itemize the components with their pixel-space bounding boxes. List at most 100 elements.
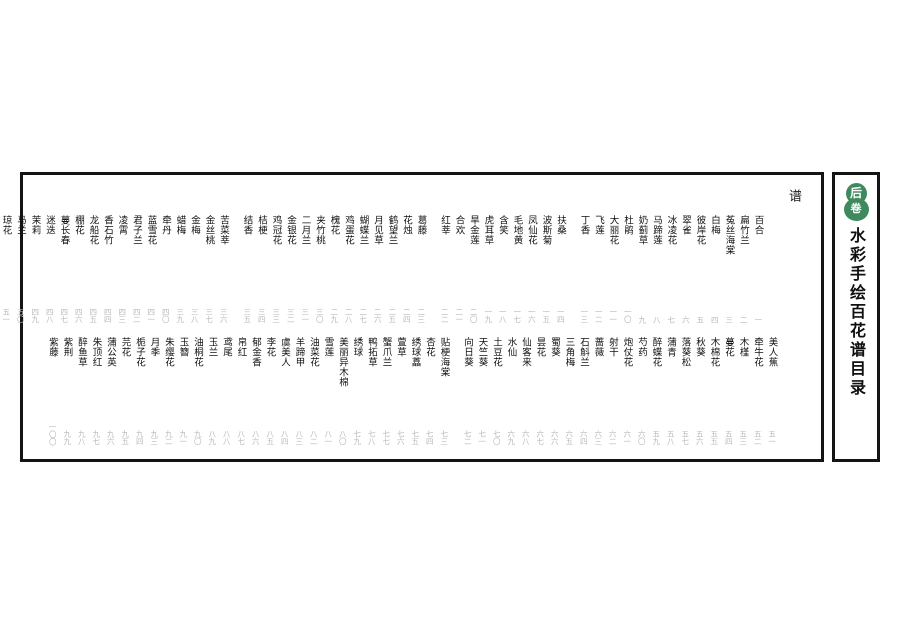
toc-entry[interactable]: 蔓花 五四 [721,337,736,445]
toc-entry[interactable]: 秋葵 五六 [692,337,707,445]
toc-entry[interactable]: 绣球藠 七五 [408,337,423,445]
toc-entry[interactable]: 蔷薇 六三 [591,337,606,445]
toc-entry[interactable]: 玉兰 八九 [205,337,220,445]
toc-entry[interactable]: 水仙 六九 [504,337,519,445]
toc-entry[interactable]: 朱顶红 九七 [89,337,104,445]
toc-entry[interactable]: 石斛兰 六四 [576,337,591,445]
toc-entry[interactable]: 蟹爪兰 七七 [379,337,394,445]
toc-entry[interactable]: 月季 九三 [147,337,162,445]
toc-entry[interactable]: 鸡冠花 三三 [269,215,284,323]
toc-entry[interactable]: 蓝雪花 四一 [144,215,159,323]
toc-entry[interactable]: 奶蓟草九 [635,215,650,323]
toc-entry[interactable]: 炮仗花 六一 [620,337,635,445]
toc-entry[interactable]: 香石竹 四四 [100,215,115,323]
toc-entry[interactable]: 菟丝海棠三 [722,215,737,323]
toc-entry[interactable]: 土豆花 七〇 [489,337,504,445]
toc-entry[interactable]: 茉莉 四九 [28,215,43,323]
toc-entry[interactable]: 冰凌花七 [664,215,679,323]
toc-entry[interactable]: 扁竹兰二 [736,215,751,323]
toc-entry[interactable]: 白梅四 [707,215,722,323]
toc-entry[interactable]: 杏花 七四 [422,337,437,445]
toc-entry[interactable]: 鸢尾 八八 [219,337,234,445]
toc-entry[interactable]: 天竺葵 七一 [475,337,490,445]
toc-entry[interactable]: 鸡蛋花 二八 [341,215,356,323]
toc-entry[interactable]: 虞美人 八四 [277,337,292,445]
toc-entry[interactable]: 含笑 一八 [495,215,510,323]
toc-entry[interactable]: 雪莲 八一 [321,337,336,445]
toc-entry[interactable]: 醉蝶花 五九 [649,337,664,445]
toc-entry[interactable]: 结香 三五 [240,215,255,323]
toc-entry[interactable]: 昙花 六七 [533,337,548,445]
toc-entry[interactable]: 李花 八五 [263,337,278,445]
toc-entry[interactable]: 美人蕉 五一 [765,337,780,445]
toc-entry[interactable]: 三角梅 六五 [562,337,577,445]
toc-entry[interactable]: 朱缨花 九二 [161,337,176,445]
toc-entry[interactable]: 桔梗 三四 [254,215,269,323]
toc-entry[interactable]: 蝴蝶兰 二七 [356,215,371,323]
toc-entry[interactable]: 芫花 九五 [118,337,133,445]
toc-entry[interactable]: 毛地黄 一七 [510,215,525,323]
toc-entry[interactable]: 月见草 二六 [370,215,385,323]
toc-entry[interactable]: 金银花 三二 [283,215,298,323]
toc-entry[interactable]: 落葵松 五七 [678,337,693,445]
toc-entry[interactable]: 油菜花 八二 [306,337,321,445]
toc-entry[interactable]: 合欢 二一 [452,215,467,323]
toc-entry[interactable]: 玉簪 九一 [176,337,191,445]
toc-entry[interactable]: 绣球 七九 [350,337,365,445]
toc-entry[interactable]: 鹤望兰 二五 [385,215,400,323]
toc-entry[interactable]: 花烛 二四 [399,215,414,323]
toc-entry[interactable]: 油桐花 九〇 [190,337,205,445]
toc-entry[interactable]: 蜡梅 三九 [173,215,188,323]
toc-entry[interactable]: 蜀葵 六六 [547,337,562,445]
toc-entry[interactable]: 翠雀六 [678,215,693,323]
toc-entry[interactable]: 扶桑 一四 [553,215,568,323]
toc-entry[interactable]: 木槿 五三 [736,337,751,445]
toc-entry[interactable]: 金梅 三八 [187,215,202,323]
toc-entry[interactable]: 郁金香 八六 [248,337,263,445]
toc-entry[interactable]: 醉鱼草 九八 [74,337,89,445]
toc-entry[interactable]: 萱草 七六 [393,337,408,445]
toc-entry[interactable]: 丁香 一三 [577,215,592,323]
toc-entry[interactable]: 羊蹄甲 八三 [292,337,307,445]
toc-entry[interactable]: 迷迭 四八 [42,215,57,323]
toc-entry[interactable]: 琼花 五一 [0,215,13,323]
toc-entry[interactable]: 棚花 四六 [71,215,86,323]
toc-entry[interactable]: 蒲公英 九六 [103,337,118,445]
toc-entry[interactable]: 龙船花 四五 [86,215,101,323]
toc-entry[interactable]: 贴梗海棠 七三 [437,337,452,445]
toc-entry[interactable]: 飞莲 一二 [591,215,606,323]
toc-entry[interactable]: 金丝桃 三七 [202,215,217,323]
toc-entry[interactable]: 向日葵 七二 [460,337,475,445]
toc-entry[interactable]: 葛藤 二三 [414,215,429,323]
toc-entry[interactable]: 夹竹桃 三〇 [312,215,327,323]
toc-entry[interactable]: 牵牛花 五二 [750,337,765,445]
toc-entry[interactable]: 蒲青 五八 [663,337,678,445]
toc-entry[interactable]: 栀子花 九四 [132,337,147,445]
toc-entry[interactable]: 帛红 八七 [234,337,249,445]
toc-entry[interactable]: 鸭拓草 七八 [364,337,379,445]
toc-entry[interactable]: 蔓长春 四七 [57,215,72,323]
toc-entry[interactable]: 牵丹 四〇 [158,215,173,323]
toc-entry[interactable]: 二月兰 三一 [298,215,313,323]
toc-entry[interactable]: 射干 六二 [605,337,620,445]
toc-entry[interactable]: 紫荆 九九 [60,337,75,445]
toc-entry[interactable]: 马蹄莲八 [649,215,664,323]
toc-entry[interactable]: 波斯菊 一五 [539,215,554,323]
toc-entry[interactable]: 槐花 二九 [327,215,342,323]
toc-entry[interactable]: 凌霄 四三 [115,215,130,323]
toc-entry[interactable]: 美丽异木棉 八〇 [335,337,350,445]
toc-entry[interactable]: 红莘 二二 [437,215,452,323]
toc-entry[interactable]: 彼岸花五 [693,215,708,323]
toc-entry[interactable]: 紫藤 一〇〇 [45,337,60,445]
toc-entry[interactable]: 旱金莲 二〇 [466,215,481,323]
toc-entry[interactable]: 木棉花 五五 [707,337,722,445]
toc-entry[interactable]: 虎耳草 一九 [481,215,496,323]
toc-entry[interactable]: 君子兰 四二 [129,215,144,323]
toc-entry[interactable]: 凤仙花 一六 [524,215,539,323]
toc-entry[interactable]: 杜鹃 一〇 [620,215,635,323]
toc-entry[interactable]: 大丽花 一一 [606,215,621,323]
toc-entry[interactable]: 马兰 五〇 [13,215,28,323]
toc-entry[interactable]: 苦菜莘 三六 [216,215,231,323]
toc-entry[interactable]: 芍药 六〇 [634,337,649,445]
toc-entry[interactable]: 百合一 [751,215,766,323]
